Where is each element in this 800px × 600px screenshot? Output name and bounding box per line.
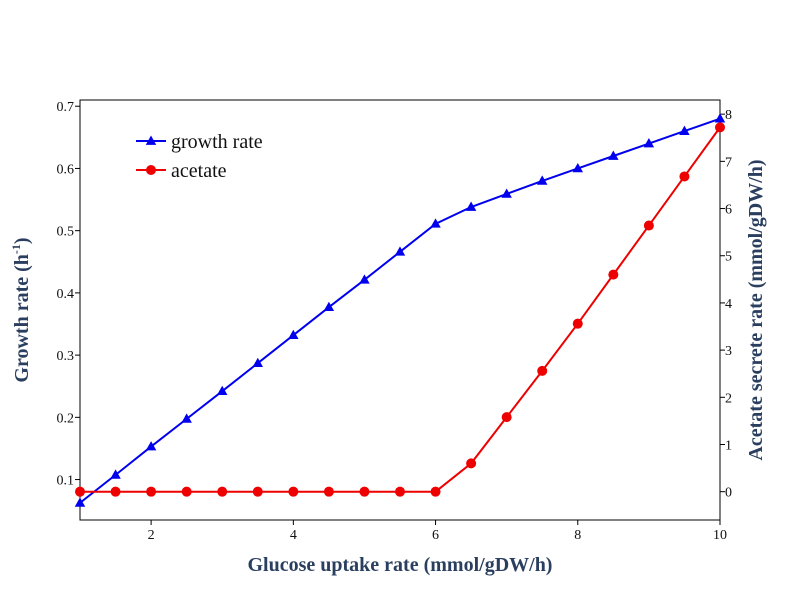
left-axis-tick-label: 0.2 <box>57 411 75 426</box>
data-point-growth-rate <box>252 357 264 368</box>
y-axis-title-end: ) <box>11 237 33 244</box>
y2-axis-title: Acetate secrete rate (mmol/gDW/h) <box>745 159 767 460</box>
data-point-acetate <box>252 486 263 497</box>
data-point-growth-rate <box>679 125 690 135</box>
data-point-acetate <box>608 269 619 280</box>
data-point-growth-rate <box>74 497 86 507</box>
data-point-growth-rate <box>572 162 584 173</box>
data-point-acetate <box>288 486 299 497</box>
right-axis-tick-label: 7 <box>725 155 732 170</box>
data-point-growth-rate <box>608 150 619 160</box>
right-axis-tick-label: 4 <box>725 297 732 312</box>
data-point-acetate <box>643 220 654 231</box>
data-point-acetate <box>181 486 192 497</box>
legend-label-growth-rate: growth rate <box>171 131 263 153</box>
data-point-acetate <box>537 365 548 376</box>
series-growth-rate <box>74 113 726 507</box>
data-point-acetate <box>146 486 157 497</box>
right-axis-tick-label: 5 <box>725 250 732 265</box>
data-point-growth-rate <box>216 385 228 396</box>
data-point-growth-rate <box>501 188 512 198</box>
plot-frame <box>79 99 721 521</box>
left-axis-tick-label: 0.5 <box>57 225 75 240</box>
data-point-acetate <box>501 412 512 423</box>
data-point-acetate <box>572 318 583 329</box>
data-point-growth-rate <box>181 413 192 423</box>
series-layer <box>74 113 726 507</box>
right-axis-tick-label: 3 <box>725 344 732 359</box>
x-axis-ticks: 2 4 6 8 10 <box>148 520 727 543</box>
left-axis-tick-label: 0.4 <box>57 287 75 302</box>
data-point-growth-rate <box>288 329 299 340</box>
x-axis-tick-label: 8 <box>574 528 581 543</box>
right-axis-ticks: 0 1 2 3 4 5 6 7 8 <box>720 108 732 501</box>
right-axis-tick-label: 0 <box>725 486 732 501</box>
left-axis-tick-label: 0.6 <box>57 162 75 177</box>
data-point-acetate <box>679 171 690 182</box>
data-point-growth-rate <box>394 246 406 256</box>
y-axis-title-superscript: -1 <box>9 244 23 254</box>
left-axis-tick-label: 0.7 <box>57 100 75 115</box>
left-axis-tick-label: 0.1 <box>57 474 75 489</box>
data-point-growth-rate <box>110 469 121 479</box>
series-line-acetate <box>80 126 721 493</box>
legend-triangle-marker <box>145 135 157 145</box>
left-axis-ticks: 0.1 0.2 0.3 0.4 0.5 0.6 0.7 <box>57 100 80 489</box>
y-axis-title-main: Growth rate (h <box>11 254 33 383</box>
data-point-growth-rate <box>145 441 157 451</box>
x-axis-tick-label: 6 <box>432 528 439 543</box>
x-axis-tick-label: 10 <box>713 528 727 543</box>
y-axis-title: Growth rate (h-1) <box>9 237 33 382</box>
right-axis-tick-label: 1 <box>725 438 732 453</box>
x-axis-tick-label: 4 <box>290 528 297 543</box>
data-point-growth-rate <box>323 301 335 312</box>
data-point-acetate <box>715 122 725 133</box>
data-point-growth-rate <box>359 274 370 284</box>
legend-label-acetate: acetate <box>171 160 227 182</box>
data-point-growth-rate <box>714 113 726 123</box>
data-point-growth-rate <box>536 175 548 185</box>
data-point-acetate <box>110 486 121 497</box>
right-axis-tick-label: 8 <box>725 108 732 123</box>
x-axis-tick-label: 2 <box>148 528 155 543</box>
data-point-acetate <box>395 486 405 497</box>
left-axis-tick-label: 0.3 <box>57 349 75 364</box>
legend-circle-marker <box>146 165 156 175</box>
data-point-acetate <box>466 458 477 469</box>
data-point-acetate <box>323 486 334 497</box>
data-point-growth-rate <box>430 218 441 228</box>
data-point-acetate <box>359 486 370 497</box>
data-point-acetate <box>75 486 85 497</box>
series-acetate <box>75 122 725 497</box>
data-point-growth-rate <box>465 201 477 211</box>
legend: growth rate acetate <box>136 131 263 182</box>
right-axis-tick-label: 2 <box>725 391 732 406</box>
data-point-acetate <box>217 486 228 497</box>
data-point-growth-rate <box>643 138 655 148</box>
right-axis-tick-label: 6 <box>725 203 732 218</box>
x-axis-title: Glucose uptake rate (mmol/gDW/h) <box>248 554 553 576</box>
data-point-acetate <box>430 486 441 497</box>
